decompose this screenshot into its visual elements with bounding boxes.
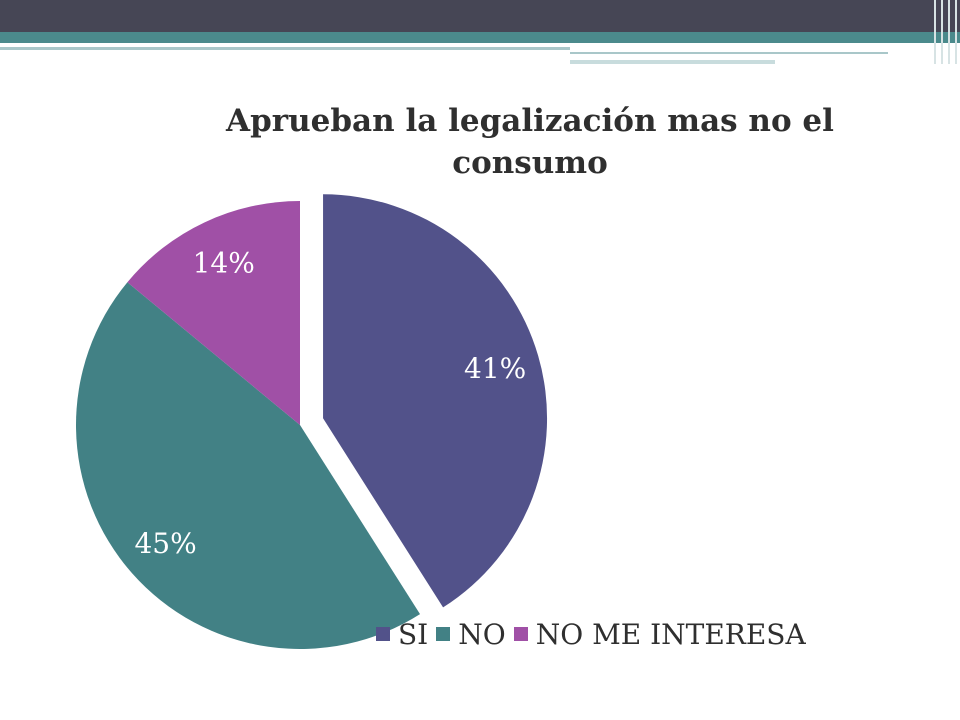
pie-slice-no-me-interesa — [127, 201, 301, 425]
legend-swatch — [376, 627, 390, 641]
header-band — [0, 0, 960, 32]
legend-label: NO ME INTERESA — [535, 617, 806, 651]
pie-slice-si — [323, 194, 548, 608]
decorative-line — [570, 52, 888, 54]
decorative-line — [0, 47, 570, 50]
chart-legend: SI NO NO ME INTERESA — [376, 612, 814, 656]
decorative-line — [570, 60, 775, 64]
data-label-si: 41% — [464, 352, 526, 385]
legend-item-no: NO — [436, 617, 506, 651]
accent-band — [0, 32, 960, 43]
chart-title: Aprueban la legalización mas no el consu… — [226, 103, 834, 181]
legend-swatch — [513, 627, 528, 641]
legend-item-no-me-interesa: NO ME INTERESA — [513, 617, 806, 651]
data-label-no: 45% — [134, 527, 196, 560]
legend-item-si: SI — [376, 618, 428, 651]
corner-decoration — [928, 0, 960, 64]
legend-label: SI — [398, 617, 429, 651]
pie-slice-no — [76, 282, 421, 649]
data-label-no-me-interesa: 14% — [193, 246, 255, 279]
legend-swatch — [436, 627, 451, 641]
legend-label: NO — [458, 617, 506, 651]
